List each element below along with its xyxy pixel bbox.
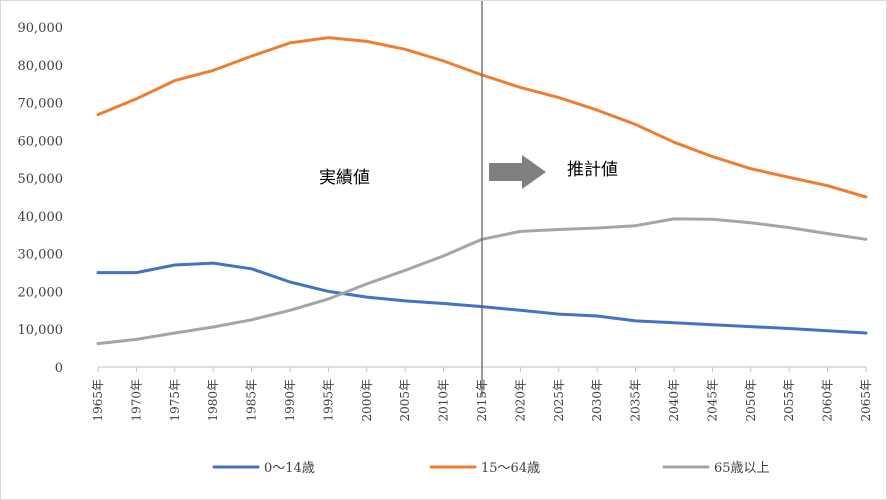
y-tick-label: 0 bbox=[55, 361, 63, 376]
y-tick-label: 90,000 bbox=[18, 21, 64, 36]
x-tick-label: 1995年 bbox=[321, 379, 335, 422]
y-tick-label: 50,000 bbox=[18, 172, 64, 187]
x-tick-label: 2010年 bbox=[437, 379, 451, 422]
x-tick-label: 2035年 bbox=[629, 379, 643, 422]
x-tick-label: 2065年 bbox=[859, 379, 873, 422]
y-axis-tick-labels: 0 10,000 20,000 30,000 40,000 50,000 60,000 70,… bbox=[18, 21, 64, 376]
x-tick-label: 1965年 bbox=[91, 379, 105, 422]
legend-label-0: 0～14歳 bbox=[264, 461, 315, 476]
y-tick-label: 60,000 bbox=[18, 134, 64, 149]
x-tick-label: 2005年 bbox=[398, 379, 412, 422]
legend-label-2: 65歳以上 bbox=[714, 461, 770, 476]
x-tick-label: 1985年 bbox=[245, 379, 259, 422]
annotation-projected: 推計値 bbox=[567, 160, 618, 180]
x-tick-label: 2040年 bbox=[667, 379, 681, 422]
x-tick-label: 1970年 bbox=[129, 379, 143, 422]
legend: 0～14歳 15～64歳 65歳以上 bbox=[212, 461, 770, 476]
x-tick-label: 1975年 bbox=[168, 379, 182, 422]
x-tick-label: 2045年 bbox=[705, 379, 719, 422]
x-tick-label: 2020年 bbox=[513, 379, 527, 422]
y-tick-label: 20,000 bbox=[18, 285, 64, 300]
legend-label-1: 15～64歳 bbox=[481, 461, 540, 476]
x-tick-label: 2050年 bbox=[744, 379, 758, 422]
annotation-actual: 実績値 bbox=[319, 168, 370, 188]
y-tick-label: 70,000 bbox=[18, 97, 64, 112]
x-tick-label: 2025年 bbox=[552, 379, 566, 422]
y-tick-label: 10,000 bbox=[18, 323, 64, 338]
x-tick-label: 1990年 bbox=[283, 379, 297, 422]
x-tick-label: 2015年 bbox=[475, 379, 489, 422]
x-tick-label: 2060年 bbox=[821, 379, 835, 422]
x-tick-label: 1980年 bbox=[206, 379, 220, 422]
x-tick-label: 2000年 bbox=[360, 379, 374, 422]
y-tick-label: 30,000 bbox=[18, 248, 64, 263]
y-tick-label: 80,000 bbox=[18, 59, 64, 74]
x-tick-label: 2055年 bbox=[782, 379, 796, 422]
projection-arrow-icon bbox=[489, 155, 546, 189]
x-axis-tick-labels: 1965年 1970年 1975年 1980年 1985年 1990年 1995年 2000年… bbox=[91, 379, 873, 422]
y-tick-label: 40,000 bbox=[18, 210, 64, 225]
x-tick-label: 2030年 bbox=[590, 379, 604, 422]
